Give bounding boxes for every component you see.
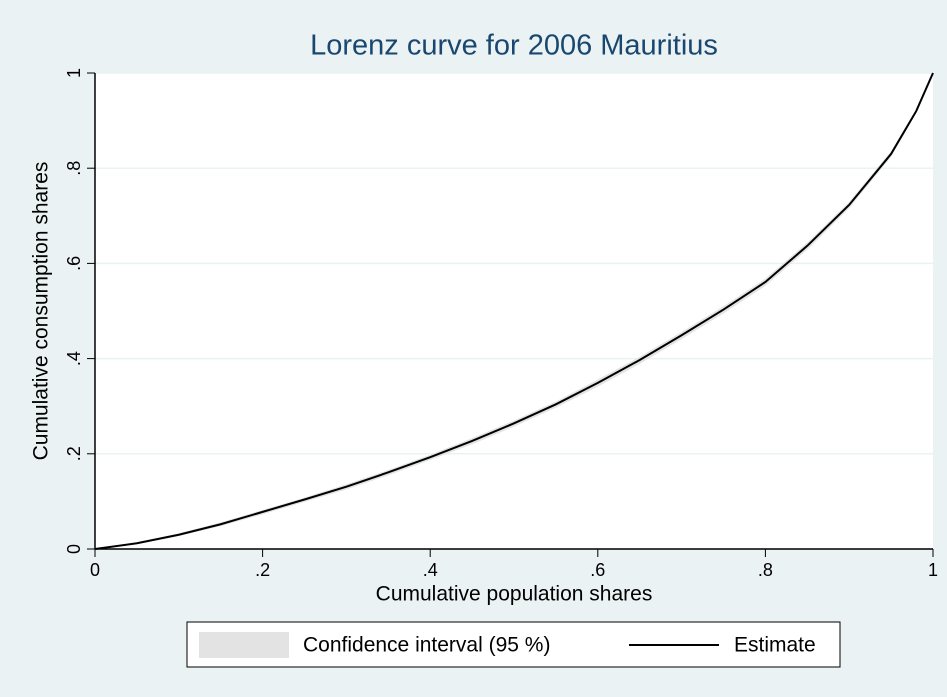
x-axis-label: Cumulative population shares bbox=[376, 583, 653, 606]
legend-label: Confidence interval (95 %) bbox=[303, 634, 550, 657]
y-tick-label: .6 bbox=[64, 256, 84, 271]
y-tick-label: 0 bbox=[64, 544, 84, 554]
y-tick-label: .4 bbox=[64, 351, 84, 366]
chart-title: Lorenz curve for 2006 Mauritius bbox=[310, 30, 718, 62]
legend bbox=[186, 621, 841, 668]
y-axis-label: Cumulative consumption shares bbox=[30, 162, 53, 461]
y-tick-label: .8 bbox=[64, 161, 84, 176]
legend-label: Estimate bbox=[734, 634, 816, 657]
x-tick-label: .2 bbox=[255, 560, 270, 580]
x-tick-label: .6 bbox=[590, 560, 605, 580]
y-tick-label: .2 bbox=[64, 446, 84, 461]
line bbox=[94, 72, 934, 550]
x-tick-label: .4 bbox=[423, 560, 438, 580]
x-tick-label: 1 bbox=[928, 560, 938, 580]
y-tick-label: 1 bbox=[64, 68, 84, 78]
x-tick-label: 0 bbox=[90, 560, 100, 580]
plot-area bbox=[95, 73, 933, 549]
x-tick-label: .8 bbox=[758, 560, 773, 580]
legend-swatch bbox=[199, 632, 289, 658]
